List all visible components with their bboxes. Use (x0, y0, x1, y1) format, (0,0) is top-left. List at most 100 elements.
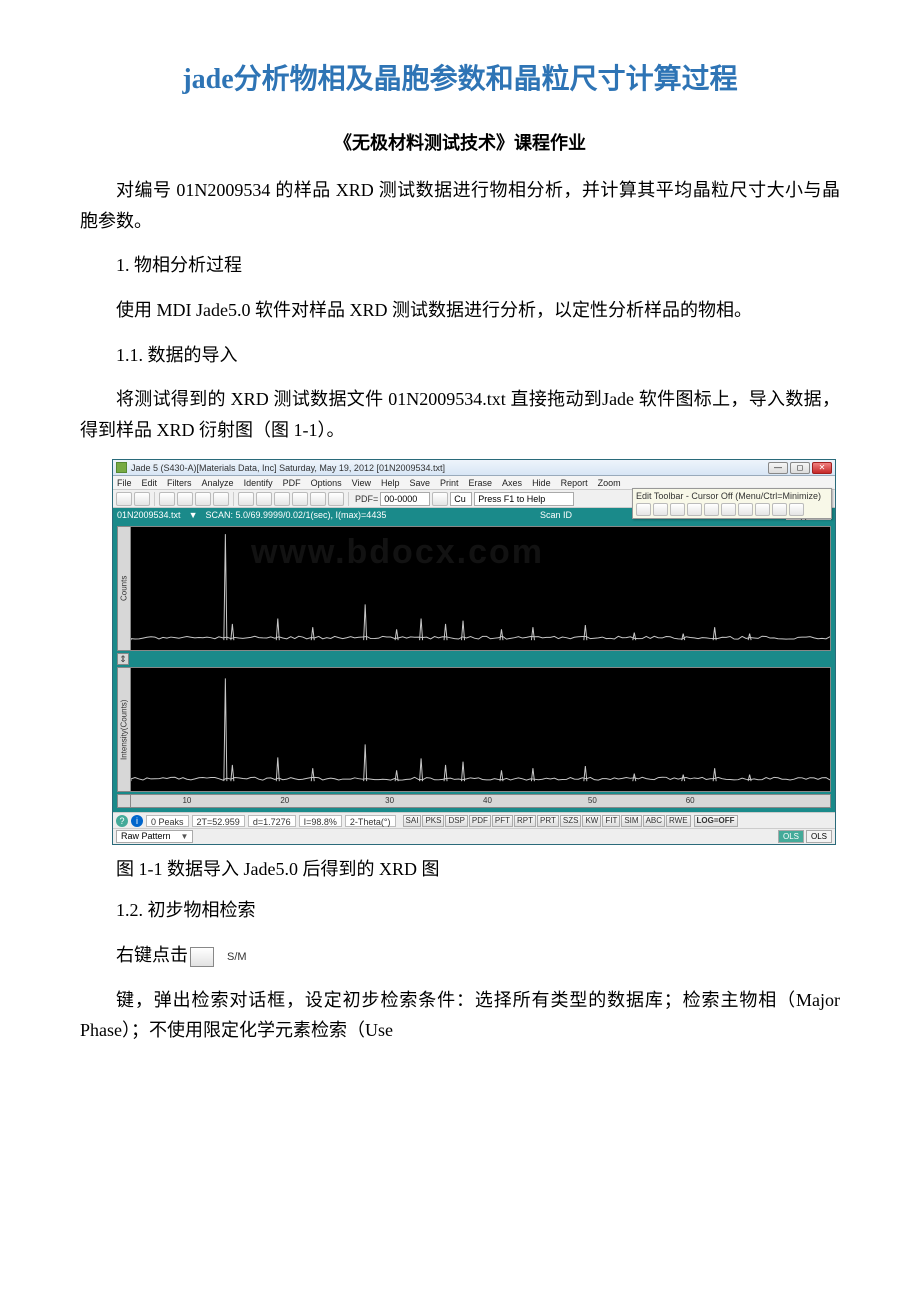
menu-analyze[interactable]: Analyze (202, 478, 234, 488)
minimize-button[interactable]: — (768, 462, 788, 474)
tool-icon[interactable] (636, 503, 651, 516)
info-icon[interactable]: i (131, 815, 143, 827)
x-tick-label: 20 (280, 796, 289, 805)
file-name: 01N2009534.txt (117, 510, 181, 520)
toolbar-icon[interactable] (238, 492, 254, 506)
menu-print[interactable]: Print (440, 478, 459, 488)
toolbar-icon[interactable] (159, 492, 175, 506)
x-tick-label: 60 (686, 796, 695, 805)
tool-icon[interactable] (755, 503, 770, 516)
window-title-text: Jade 5 (S430-A)[Materials Data, Inc] Sat… (131, 463, 445, 473)
status-button[interactable]: RWE (666, 815, 691, 827)
status-button[interactable]: RPT (514, 815, 536, 827)
toolbar-icon[interactable] (274, 492, 290, 506)
tool-icon[interactable] (653, 503, 668, 516)
toolbar-icon[interactable] (134, 492, 150, 506)
document-title: jade分析物相及晶胞参数和晶粒尺寸计算过程 (80, 60, 840, 99)
heading-1-1: 1.1. 数据的导入 (80, 340, 840, 371)
x-axis: 102030405060 (117, 794, 831, 808)
toolbar-icon[interactable] (195, 492, 211, 506)
window-titlebar: Jade 5 (S430-A)[Materials Data, Inc] Sat… (113, 460, 835, 476)
menu-options[interactable]: Options (311, 478, 342, 488)
figure-caption-1-1: 图 1-1 数据导入 Jade5.0 后得到的 XRD 图 (80, 855, 840, 881)
menu-zoom[interactable]: Zoom (598, 478, 621, 488)
paragraph-search-dialog: 键，弹出检索对话框，设定初步检索条件：选择所有类型的数据库；检索主物相（Majo… (80, 985, 840, 1046)
maximize-button[interactable]: ◻ (790, 462, 810, 474)
jade-app-window: Jade 5 (S430-A)[Materials Data, Inc] Sat… (112, 459, 836, 845)
dropdown-arrow-icon: ▼ (181, 830, 189, 843)
spectrum-panel-top: Counts www.bdocx.com (117, 526, 831, 651)
status-button[interactable]: KW (582, 815, 601, 827)
status-button[interactable]: DSP (445, 815, 467, 827)
status-button[interactable]: PDF (469, 815, 491, 827)
menu-edit[interactable]: Edit (142, 478, 158, 488)
tool-icon[interactable] (687, 503, 702, 516)
radiation-field[interactable]: Cu (450, 492, 472, 506)
tooltip-title: Edit Toolbar - Cursor Off (Menu/Ctrl=Min… (636, 491, 828, 501)
d-value: d=1.7276 (248, 815, 296, 827)
close-button[interactable]: ✕ (812, 462, 832, 474)
menu-save[interactable]: Save (410, 478, 431, 488)
status-button[interactable]: SZS (560, 815, 582, 827)
toolbar-icon[interactable] (256, 492, 272, 506)
axis-label: 2-Theta(°) (345, 815, 396, 827)
tool-icon[interactable] (721, 503, 736, 516)
menu-pdf[interactable]: PDF (283, 478, 301, 488)
log-toggle[interactable]: LOG=OFF (694, 815, 738, 827)
y-axis-label-bottom: Intensity(Counts) (117, 667, 131, 792)
tool-icon[interactable] (704, 503, 719, 516)
toolbar-icon[interactable] (116, 492, 132, 506)
menu-filters[interactable]: Filters (167, 478, 192, 488)
bottom-bar: Raw Pattern ▼ OLS OLS (113, 828, 835, 844)
status-button[interactable]: SIM (621, 815, 641, 827)
menu-axes[interactable]: Axes (502, 478, 522, 488)
ols-indicator[interactable]: OLS (806, 830, 832, 843)
toolbar-icon[interactable] (432, 492, 448, 506)
toolbar-icon[interactable] (177, 492, 193, 506)
text-fragment: 右键点击 (116, 945, 188, 965)
figure-1-1: Jade 5 (S430-A)[Materials Data, Inc] Sat… (112, 459, 836, 845)
toolbar-icon[interactable] (213, 492, 229, 506)
x-axis-scale: 102030405060 (131, 794, 831, 808)
status-button[interactable]: ABC (643, 815, 665, 827)
scan-id-label: Scan ID (540, 510, 572, 520)
pattern-label: Raw Pattern (121, 830, 171, 843)
status-button[interactable]: PFT (492, 815, 513, 827)
heading-1: 1. 物相分析过程 (80, 250, 840, 281)
pattern-dropdown[interactable]: Raw Pattern ▼ (116, 830, 193, 843)
panel-divider[interactable]: ⇕ (117, 653, 831, 665)
paragraph-method: 使用 MDI Jade5.0 软件对样品 XRD 测试数据进行分析，以定性分析样… (80, 295, 840, 326)
menu-identify[interactable]: Identify (244, 478, 273, 488)
x-tick-label: 10 (182, 796, 191, 805)
spectrum-panel-bottom: Intensity(Counts) (117, 667, 831, 792)
menu-file[interactable]: File (117, 478, 132, 488)
toolbar-icon[interactable] (310, 492, 326, 506)
menu-erase[interactable]: Erase (469, 478, 493, 488)
edit-toolbar-tooltip: Edit Toolbar - Cursor Off (Menu/Ctrl=Min… (632, 488, 832, 519)
tool-icon[interactable] (738, 503, 753, 516)
status-button[interactable]: PKS (422, 815, 444, 827)
intro-paragraph: 对编号 01N2009534 的样品 XRD 测试数据进行物相分析，并计算其平均… (80, 175, 840, 236)
menu-view[interactable]: View (352, 478, 371, 488)
status-buttons: SAIPKSDSPPDFPFTRPTPRTSZSKWFITSIMABCRWE (403, 815, 691, 827)
intensity-pct: I=98.8% (299, 815, 342, 827)
toolbar-icon[interactable] (292, 492, 308, 506)
tool-icon[interactable] (772, 503, 787, 516)
menu-report[interactable]: Report (561, 478, 588, 488)
tool-icon[interactable] (789, 503, 804, 516)
status-button[interactable]: SAI (403, 815, 422, 827)
status-button[interactable]: PRT (537, 815, 559, 827)
ols-indicator[interactable]: OLS (778, 830, 804, 843)
sm-search-button-icon: S/M (190, 947, 214, 967)
menu-hide[interactable]: Hide (532, 478, 551, 488)
spectrum-top[interactable]: www.bdocx.com (131, 526, 831, 651)
spectrum-bottom[interactable] (131, 667, 831, 792)
toolbar: PDF= 00-0000 Cu Press F1 to Help Edit To… (113, 490, 835, 508)
help-icon[interactable]: ? (116, 815, 128, 827)
pdf-field[interactable]: 00-0000 (380, 492, 430, 506)
status-button[interactable]: FIT (602, 815, 620, 827)
divider-handle-icon[interactable]: ⇕ (117, 653, 129, 665)
tool-icon[interactable] (670, 503, 685, 516)
menu-help[interactable]: Help (381, 478, 400, 488)
toolbar-icon[interactable] (328, 492, 344, 506)
